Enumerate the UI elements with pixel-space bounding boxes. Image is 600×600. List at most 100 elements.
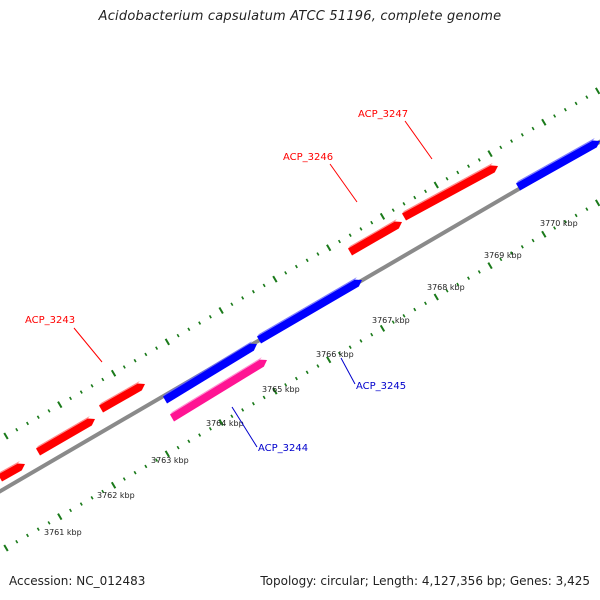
minor-tick	[456, 170, 460, 175]
minor-tick	[187, 439, 191, 444]
scale-tick-label: 3766 kbp	[316, 350, 354, 359]
minor-tick	[585, 207, 589, 211]
minor-tick	[122, 365, 126, 369]
minor-tick	[316, 364, 320, 368]
gene-feature-forward-body[interactable]	[35, 418, 95, 456]
gene-feature-acp-3246[interactable]	[347, 219, 402, 256]
minor-tick	[337, 239, 341, 244]
minor-tick	[477, 158, 481, 162]
minor-tick	[79, 390, 83, 394]
gene-feature-acp-3246-body[interactable]	[347, 221, 402, 256]
scale-tick-label: 3763 kbp	[151, 456, 189, 465]
minor-tick	[26, 533, 30, 538]
gene-feature-acp-3245a-body[interactable]	[162, 343, 257, 404]
minor-tick	[133, 470, 137, 475]
gene-feature-reverse[interactable]	[515, 137, 600, 191]
minor-tick	[563, 107, 567, 112]
minor-tick	[155, 458, 159, 462]
gene-feature-acp-3245b[interactable]	[256, 277, 362, 344]
minor-tick	[445, 176, 449, 181]
minor-tick	[370, 332, 374, 337]
major-tick	[326, 356, 332, 364]
minor-tick	[15, 539, 19, 544]
minor-tick	[510, 251, 514, 255]
gene-feature-acp-3247-body[interactable]	[401, 165, 498, 221]
major-tick	[164, 450, 170, 458]
minor-tick	[101, 489, 105, 494]
minor-tick	[294, 376, 298, 381]
major-tick	[57, 401, 63, 409]
gene-feature-reverse-body[interactable]	[515, 140, 600, 191]
gene-feature-group[interactable]	[0, 137, 600, 482]
gene-leader-line	[340, 357, 356, 385]
gene-feature-acp-3247[interactable]	[401, 162, 498, 221]
minor-tick	[36, 415, 40, 419]
major-tick	[110, 481, 117, 489]
gene-feature-forward-body[interactable]	[98, 383, 145, 413]
minor-tick	[230, 414, 234, 419]
minor-tick	[467, 164, 471, 168]
gene-label-group: ACP_3243 ACP_3244 ACP_3245 ACP_3246 ACP_3247	[25, 109, 433, 454]
gene-feature-forward[interactable]	[98, 381, 145, 413]
accession-text: Accession: NC_012483	[9, 574, 146, 588]
minor-tick	[585, 95, 589, 99]
minor-tick	[305, 258, 309, 263]
gene-feature-acp-3244-body[interactable]	[169, 359, 267, 422]
gene-feature-forward-body[interactable]	[0, 463, 25, 482]
minor-tick	[499, 257, 503, 262]
gene-label: ACP_3246	[283, 152, 333, 163]
minor-tick	[520, 245, 524, 249]
scale-label-group: 3761 kbp 3762 kbp 3763 kbp 3764 kbp 3765 kbp…	[44, 219, 578, 537]
major-tick	[594, 87, 600, 95]
major-tick	[110, 369, 117, 377]
minor-tick	[294, 264, 298, 269]
major-tick	[379, 324, 386, 332]
minor-tick	[69, 396, 73, 401]
minor-tick	[553, 226, 557, 230]
minor-tick	[316, 252, 320, 256]
minor-tick	[456, 282, 460, 287]
major-tick	[272, 387, 278, 395]
map-title: Acidobacterium capsulatum ATCC 51196, co…	[98, 9, 502, 24]
major-tick	[594, 199, 600, 207]
gene-feature-acp-3244[interactable]	[169, 357, 267, 422]
major-tick	[164, 338, 170, 346]
minor-tick	[359, 227, 363, 231]
minor-tick	[187, 327, 191, 332]
minor-tick	[391, 320, 395, 324]
gene-feature-forward[interactable]	[35, 416, 95, 456]
gene-feature-forward-top-face	[35, 416, 90, 449]
scale-tick-label: 3765 kbp	[262, 385, 300, 394]
major-tick	[272, 275, 278, 283]
minor-tick	[391, 208, 395, 212]
minor-tick	[122, 477, 126, 481]
gene-feature-acp-3245b-body[interactable]	[256, 279, 362, 344]
gene-feature-acp-3245b-top-face	[256, 277, 357, 337]
minor-tick	[176, 445, 180, 450]
major-tick	[433, 293, 439, 301]
minor-tick	[198, 321, 202, 325]
minor-tick	[337, 351, 341, 356]
minor-tick	[359, 339, 363, 343]
minor-tick	[47, 409, 51, 413]
minor-tick	[445, 288, 449, 293]
minor-tick	[370, 220, 374, 225]
gene-feature-forward[interactable]	[0, 460, 25, 482]
minor-tick	[176, 333, 180, 338]
minor-tick	[26, 421, 30, 426]
scale-tick-label: 3764 kbp	[206, 419, 244, 428]
minor-tick	[241, 408, 245, 412]
major-tick	[57, 513, 63, 521]
major-tick	[3, 432, 9, 440]
gene-feature-reverse-top-face	[515, 137, 595, 184]
forward-tick-track	[3, 87, 600, 440]
major-tick	[541, 230, 547, 238]
gene-label: ACP_3244	[258, 443, 308, 454]
minor-tick	[531, 238, 535, 243]
scale-tick-label: 3767 kbp	[372, 316, 410, 325]
minor-tick	[90, 496, 94, 500]
minor-tick	[348, 233, 352, 237]
minor-tick	[262, 395, 266, 400]
gene-feature-acp-3245a[interactable]	[162, 341, 257, 404]
